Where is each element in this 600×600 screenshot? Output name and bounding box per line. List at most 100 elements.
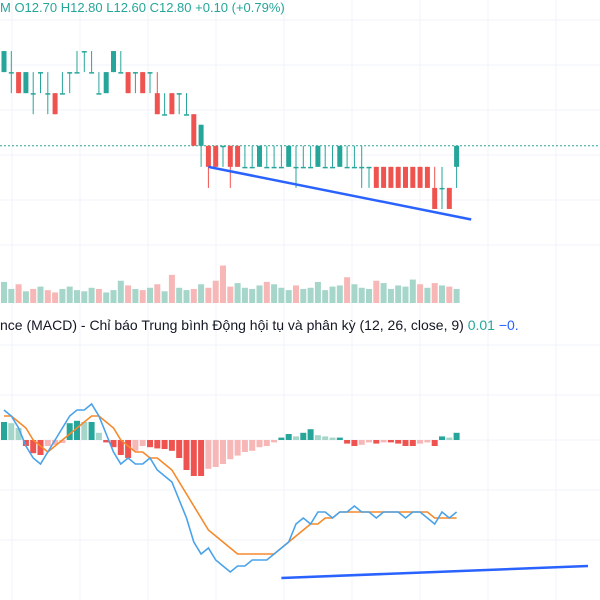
volume-bar — [95, 288, 102, 303]
macd-histogram-bar — [263, 440, 270, 446]
volume-bar — [227, 286, 234, 303]
volume-bar — [147, 287, 153, 303]
macd-value: 0.01 — [467, 317, 495, 333]
candle-body — [388, 166, 394, 188]
volume-bar — [424, 287, 431, 303]
macd-histogram-bar — [30, 440, 37, 454]
volume-bar — [190, 288, 197, 303]
volume-bar — [351, 284, 358, 303]
macd-histogram-bar — [351, 440, 358, 446]
macd-histogram-bar — [329, 437, 336, 440]
macd-histogram-bar — [198, 440, 205, 476]
candle-body — [454, 145, 460, 167]
macd-histogram-bar — [117, 440, 124, 455]
volume-bar — [117, 280, 124, 303]
candle-body — [286, 145, 292, 167]
volume-bar — [132, 288, 139, 303]
candle-body — [308, 166, 314, 169]
macd-histogram-bar — [344, 440, 351, 444]
volume-bar — [183, 290, 190, 303]
macd-histogram-bar — [95, 432, 102, 440]
candle-body — [227, 145, 233, 167]
macd-histogram-bar — [8, 423, 15, 440]
volume-bar — [307, 287, 314, 303]
volume-bar — [241, 287, 248, 303]
volume-bar — [439, 285, 445, 303]
volume-bar — [161, 291, 168, 303]
volume-bar — [380, 283, 387, 303]
volume-bar — [293, 285, 299, 303]
volume-bar — [44, 290, 51, 303]
volume-bar — [271, 284, 278, 303]
macd-histogram-bar — [417, 440, 424, 444]
candle-body — [132, 72, 138, 74]
candle-body — [344, 166, 350, 169]
candle-body — [176, 93, 182, 95]
volume-bar — [256, 285, 263, 303]
macd-histogram-bar — [74, 420, 80, 440]
volume-bar — [66, 286, 73, 303]
price-trendline — [208, 165, 472, 221]
candle-body — [45, 93, 51, 95]
candle-body — [373, 166, 379, 188]
macd-histogram-bar — [15, 428, 22, 440]
macd-histogram-bar — [205, 440, 212, 469]
volume-bar — [402, 286, 409, 303]
volume-bar — [176, 287, 183, 303]
candle-body — [257, 145, 262, 167]
volume-bar — [74, 290, 80, 303]
macd-histogram-bar — [278, 437, 285, 440]
volume-bar — [336, 285, 343, 303]
candle-body — [403, 166, 408, 188]
macd-histogram-bar — [44, 440, 51, 446]
macd-histogram-bar — [431, 440, 438, 446]
macd-histogram-bar — [241, 440, 248, 452]
macd-histogram-bar — [154, 440, 161, 449]
volume-bar — [198, 284, 205, 303]
volume-bar — [285, 290, 292, 303]
volume-bar — [322, 290, 329, 303]
volume-bar — [88, 287, 95, 303]
volume-bar — [234, 283, 241, 303]
candle-body — [52, 93, 58, 115]
macd-histogram-bar — [176, 440, 183, 458]
macd-histogram-bar — [366, 440, 372, 443]
macd-histogram-bar — [37, 440, 44, 455]
candle-body — [103, 72, 109, 94]
candle-body — [395, 166, 401, 188]
volume-bar — [139, 290, 146, 303]
candle-body — [1, 51, 7, 73]
macd-histogram-bar — [66, 423, 73, 440]
candle-body — [96, 93, 102, 95]
candle-body — [381, 166, 387, 188]
volume-bar — [358, 287, 365, 303]
volume-bar — [453, 288, 460, 303]
candle-body — [59, 93, 65, 95]
macd-histogram-bar — [373, 440, 380, 444]
candle-body — [198, 124, 204, 146]
candle-body — [169, 93, 175, 115]
candle-body — [184, 114, 189, 116]
volume-bar — [431, 283, 438, 303]
macd-histogram-bar — [183, 440, 190, 470]
macd-histogram-bar — [139, 440, 146, 446]
macd-histogram-bar — [314, 435, 321, 440]
macd-histogram-bar — [59, 440, 66, 443]
candle-body — [220, 145, 226, 148]
candle-body — [417, 166, 423, 188]
macd-histogram-bar — [336, 437, 343, 440]
candle-body — [235, 145, 241, 167]
volume-bar — [395, 285, 402, 303]
candle-body — [16, 72, 22, 94]
volume-bar — [154, 284, 161, 303]
candle-body — [366, 166, 372, 169]
candle-body — [446, 187, 452, 209]
volume-bar — [103, 292, 110, 303]
macd-histogram-bar — [110, 440, 117, 448]
volume-bar — [8, 288, 15, 303]
macd-histogram-bar — [293, 436, 299, 440]
volume-bars — [1, 265, 460, 303]
volume-bar — [22, 291, 29, 303]
